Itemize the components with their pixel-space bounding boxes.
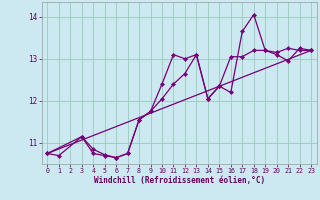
X-axis label: Windchill (Refroidissement éolien,°C): Windchill (Refroidissement éolien,°C) [94, 176, 265, 185]
